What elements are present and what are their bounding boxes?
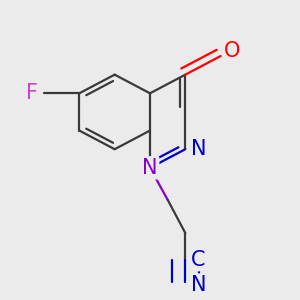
Text: N: N [191, 275, 206, 295]
Text: F: F [26, 83, 38, 103]
Text: O: O [224, 41, 241, 61]
Text: C: C [191, 250, 206, 270]
Text: N: N [191, 139, 206, 159]
Text: N: N [142, 158, 158, 178]
